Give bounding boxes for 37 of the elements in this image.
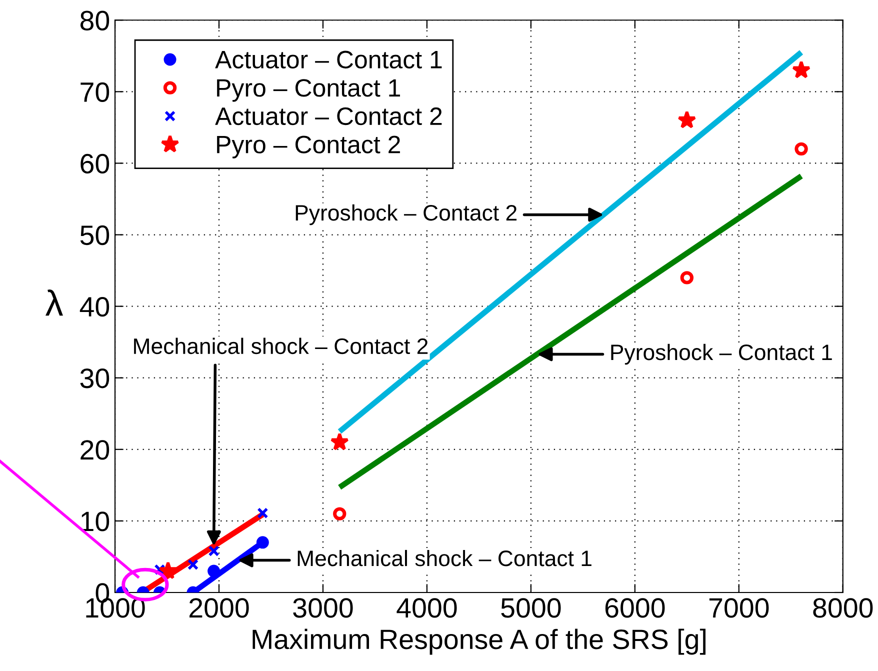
x-axis-title: Maximum Response A of the SRS [g] [252,628,706,655]
y-tick-label: 80 [80,10,110,30]
annotation: Pyroshock – Contact 2 [296,204,517,226]
y-tick-label: 10 [81,512,110,532]
point [794,142,808,156]
x-tick-label: 6000 [605,598,665,618]
x-tick-label: 5000 [501,598,561,618]
point [208,564,220,578]
y-tick-label: 70 [80,82,110,102]
annotation: Pyroshock – Contact 1 [611,344,832,365]
y-tick-label: 40 [80,296,110,317]
x-tick-label: 3000 [293,598,353,618]
point [330,432,349,450]
point [208,545,220,557]
point [158,561,178,580]
legend-label: Actuator – Contact 1 [215,50,442,68]
x-tick-label: 2000 [190,598,249,618]
point [792,60,811,78]
x-tick-label: 7000 [709,598,769,618]
x-tick-label: 8000 [813,598,873,618]
y-tick-label: 30 [80,368,110,388]
point [187,559,199,570]
point [256,536,269,549]
y-axis-title: λ [45,289,63,316]
point [680,271,694,284]
x-tick-label: 4000 [396,598,457,618]
point [678,110,696,128]
legend-label: Pyro – Contact 1 [217,79,400,102]
annotation: Mechanical shock – Contact 1 [298,550,592,566]
point [333,507,346,520]
y-tick-label: 60 [80,154,110,174]
y-tick-label: 50 [80,225,110,246]
point [257,508,268,519]
legend-label: Actuator – Contact 2 [215,107,442,126]
y-tick-label: 20 [80,440,110,460]
annotation: Mechanical shock – Contact 2 [134,338,428,354]
legend-label: Pyro – Contact 2 [217,136,400,158]
